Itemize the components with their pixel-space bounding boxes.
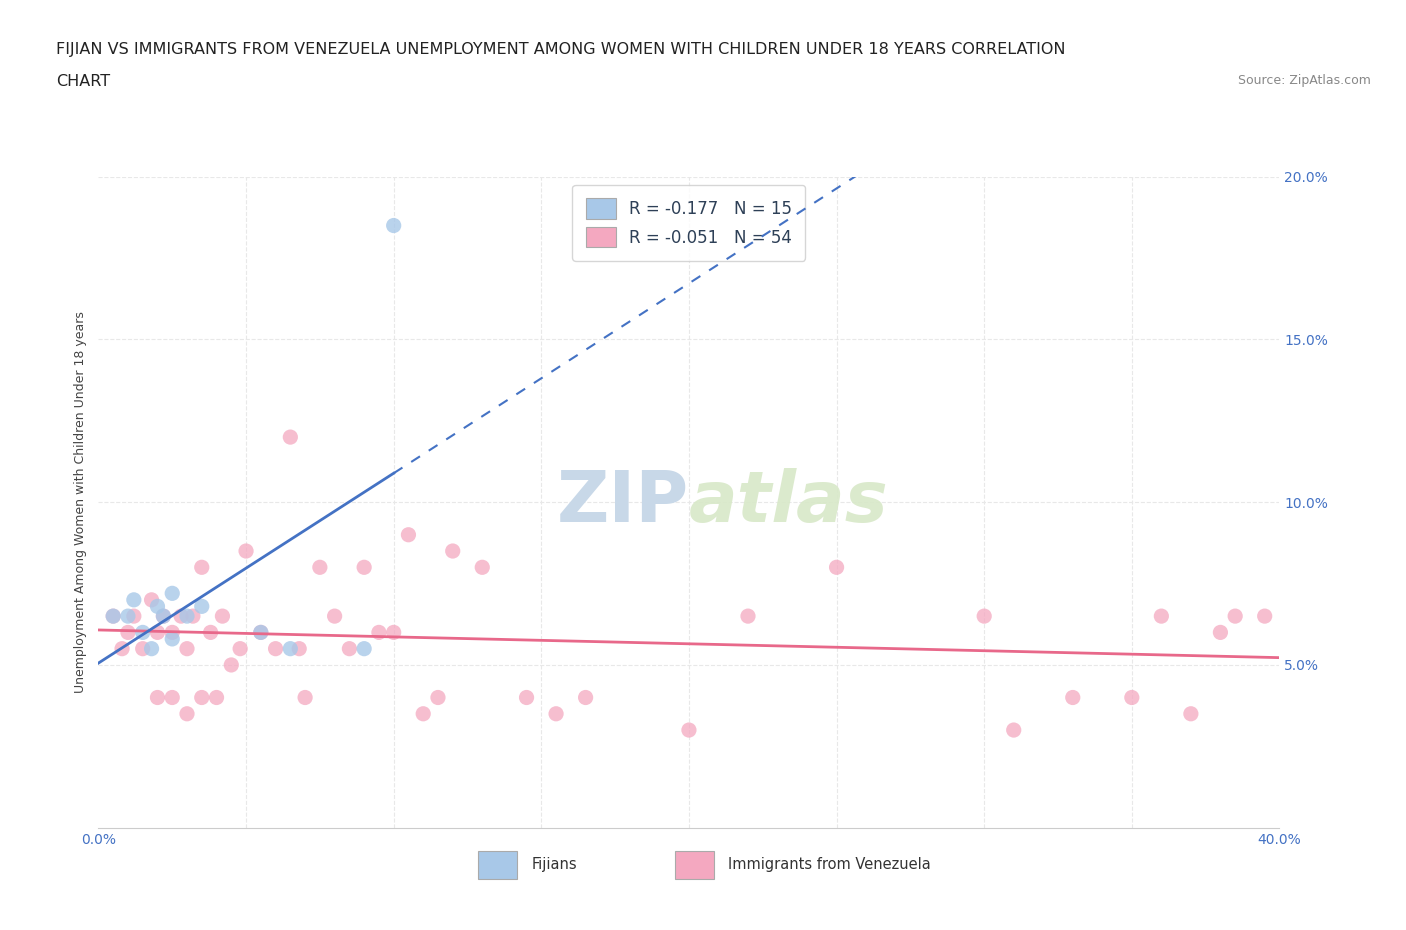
Point: [122, 609, 145, 624]
Point: [1209, 625, 1232, 640]
Point: [441, 543, 464, 558]
Point: [1002, 723, 1025, 737]
Point: [170, 609, 193, 624]
Point: [427, 690, 450, 705]
Point: [162, 631, 183, 646]
Point: [471, 560, 494, 575]
Point: [396, 527, 419, 542]
Point: [382, 219, 405, 233]
Point: [288, 642, 311, 657]
Legend: R = -0.177   N = 15, R = -0.051   N = 54: R = -0.177 N = 15, R = -0.051 N = 54: [572, 185, 806, 260]
Point: [1150, 609, 1173, 624]
Point: [544, 707, 567, 722]
Point: [412, 707, 434, 722]
Point: [141, 642, 163, 657]
Point: [1121, 690, 1143, 705]
Point: [176, 609, 198, 624]
Point: [191, 599, 214, 614]
Text: Immigrants from Venezuela: Immigrants from Venezuela: [728, 857, 931, 872]
Point: [1062, 690, 1084, 705]
Point: [250, 625, 273, 640]
Point: [382, 625, 405, 640]
Point: [368, 625, 391, 640]
Y-axis label: Unemployment Among Women with Children Under 18 years: Unemployment Among Women with Children U…: [75, 312, 87, 693]
Point: [337, 642, 360, 657]
Point: [103, 609, 125, 624]
Point: [176, 642, 198, 657]
Point: [211, 609, 233, 624]
Point: [176, 707, 198, 722]
Point: [278, 430, 302, 445]
Point: [181, 609, 204, 624]
Point: [152, 609, 174, 624]
Point: [574, 690, 596, 705]
Point: [235, 543, 257, 558]
Point: [103, 609, 125, 624]
Text: CHART: CHART: [56, 74, 110, 89]
Point: [191, 690, 214, 705]
Point: [309, 560, 332, 575]
Text: ZIP: ZIP: [557, 468, 689, 537]
Point: [152, 609, 174, 624]
Point: [737, 609, 759, 624]
FancyBboxPatch shape: [675, 851, 714, 879]
Point: [191, 560, 214, 575]
Point: [146, 625, 169, 640]
Point: [141, 592, 163, 607]
Point: [825, 560, 848, 575]
Point: [353, 560, 375, 575]
Text: FIJIAN VS IMMIGRANTS FROM VENEZUELA UNEMPLOYMENT AMONG WOMEN WITH CHILDREN UNDER: FIJIAN VS IMMIGRANTS FROM VENEZUELA UNEM…: [56, 42, 1066, 57]
Point: [1223, 609, 1246, 624]
Point: [117, 625, 139, 640]
Point: [146, 599, 169, 614]
Point: [219, 658, 242, 672]
Text: Fijians: Fijians: [531, 857, 576, 872]
Point: [278, 642, 302, 657]
Point: [205, 690, 228, 705]
Point: [229, 642, 252, 657]
Text: Source: ZipAtlas.com: Source: ZipAtlas.com: [1237, 74, 1371, 87]
Point: [294, 690, 316, 705]
Point: [973, 609, 995, 624]
Point: [200, 625, 222, 640]
Point: [250, 625, 273, 640]
Point: [146, 690, 169, 705]
Point: [264, 642, 287, 657]
Point: [132, 625, 155, 640]
Point: [122, 592, 145, 607]
Point: [353, 642, 375, 657]
Point: [162, 586, 183, 601]
Point: [117, 609, 139, 624]
Point: [162, 625, 183, 640]
Point: [132, 642, 155, 657]
Point: [1180, 707, 1202, 722]
Point: [323, 609, 346, 624]
Point: [515, 690, 537, 705]
Text: atlas: atlas: [689, 468, 889, 537]
Point: [678, 723, 700, 737]
Point: [1254, 609, 1277, 624]
FancyBboxPatch shape: [478, 851, 517, 879]
Point: [162, 690, 183, 705]
Point: [111, 642, 134, 657]
